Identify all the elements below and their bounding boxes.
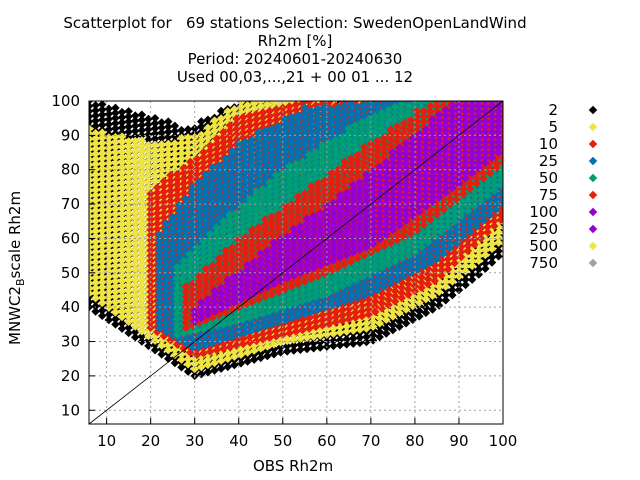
density-cell-2 (97, 311, 107, 321)
density-cell-2 (177, 125, 186, 135)
density-cell-2 (91, 111, 100, 120)
density-cell-2 (111, 113, 120, 123)
density-cell-2 (137, 125, 147, 135)
density-cell-2 (91, 116, 100, 126)
density-cell-2 (89, 107, 94, 116)
density-cell-2 (124, 107, 133, 116)
density-cell-2 (97, 120, 107, 130)
density-cell-2 (111, 108, 120, 118)
density-cell-2 (117, 118, 127, 127)
density-cell-2 (164, 117, 173, 126)
density-cell-2 (89, 112, 94, 121)
density-cell-2 (131, 121, 140, 131)
density-cells (89, 101, 503, 381)
density-cell-2 (104, 104, 114, 113)
density-cell-2 (91, 307, 100, 316)
density-cell-2 (117, 113, 127, 122)
density-cell-2 (91, 121, 100, 131)
density-cell-2 (137, 131, 147, 140)
density-cell-2 (91, 106, 100, 115)
density-cell-2 (137, 337, 147, 346)
density-cell-2 (137, 332, 147, 341)
density-cell-2 (97, 306, 107, 315)
density-cell-2 (117, 107, 127, 117)
density-cell-2 (124, 323, 133, 333)
density-cell-2 (150, 345, 160, 355)
density-cell-2 (157, 118, 166, 127)
density-cell-2 (131, 327, 140, 337)
density-cell-2 (89, 117, 94, 126)
density-cell-2 (124, 117, 133, 126)
density-cell-2 (117, 123, 127, 132)
density-cell-2 (131, 116, 140, 126)
density-cell-2 (131, 111, 140, 120)
density-cell-2 (97, 101, 107, 109)
density-cell-2 (144, 114, 153, 124)
density-cell-2 (89, 101, 94, 111)
density-cell-2 (150, 134, 160, 144)
density-cell-2 (91, 302, 100, 311)
density-cell-5 (137, 136, 147, 145)
density-cell-2 (89, 101, 94, 106)
density-cell-2 (97, 115, 107, 125)
density-cell-2 (137, 110, 147, 119)
density-cell-2 (183, 125, 193, 134)
density-cell-2 (91, 101, 100, 110)
density-cell-2 (111, 103, 120, 113)
density-cell-2 (89, 302, 94, 312)
density-cell-2 (111, 314, 120, 324)
density-cell-2 (131, 126, 140, 136)
density-cell-2 (117, 324, 127, 333)
density-cell-2 (150, 340, 160, 350)
density-cell-2 (89, 297, 94, 307)
density-cell-2 (111, 124, 120, 133)
density-cell-2 (124, 328, 133, 338)
density-cell-2 (124, 112, 133, 121)
density-cell-2 (137, 120, 147, 130)
density-cell-2 (131, 332, 140, 342)
density-cell-2 (111, 320, 120, 329)
density-cell-2 (111, 119, 120, 128)
density-cell-2 (137, 115, 147, 125)
density-cell-2 (150, 113, 160, 123)
density-cell-2 (117, 319, 127, 328)
density-cell-2 (170, 121, 180, 131)
density-cell-2 (124, 127, 133, 137)
density-cell-2 (97, 110, 107, 119)
density-cell-2 (131, 131, 140, 141)
density-cell-2 (97, 105, 107, 114)
